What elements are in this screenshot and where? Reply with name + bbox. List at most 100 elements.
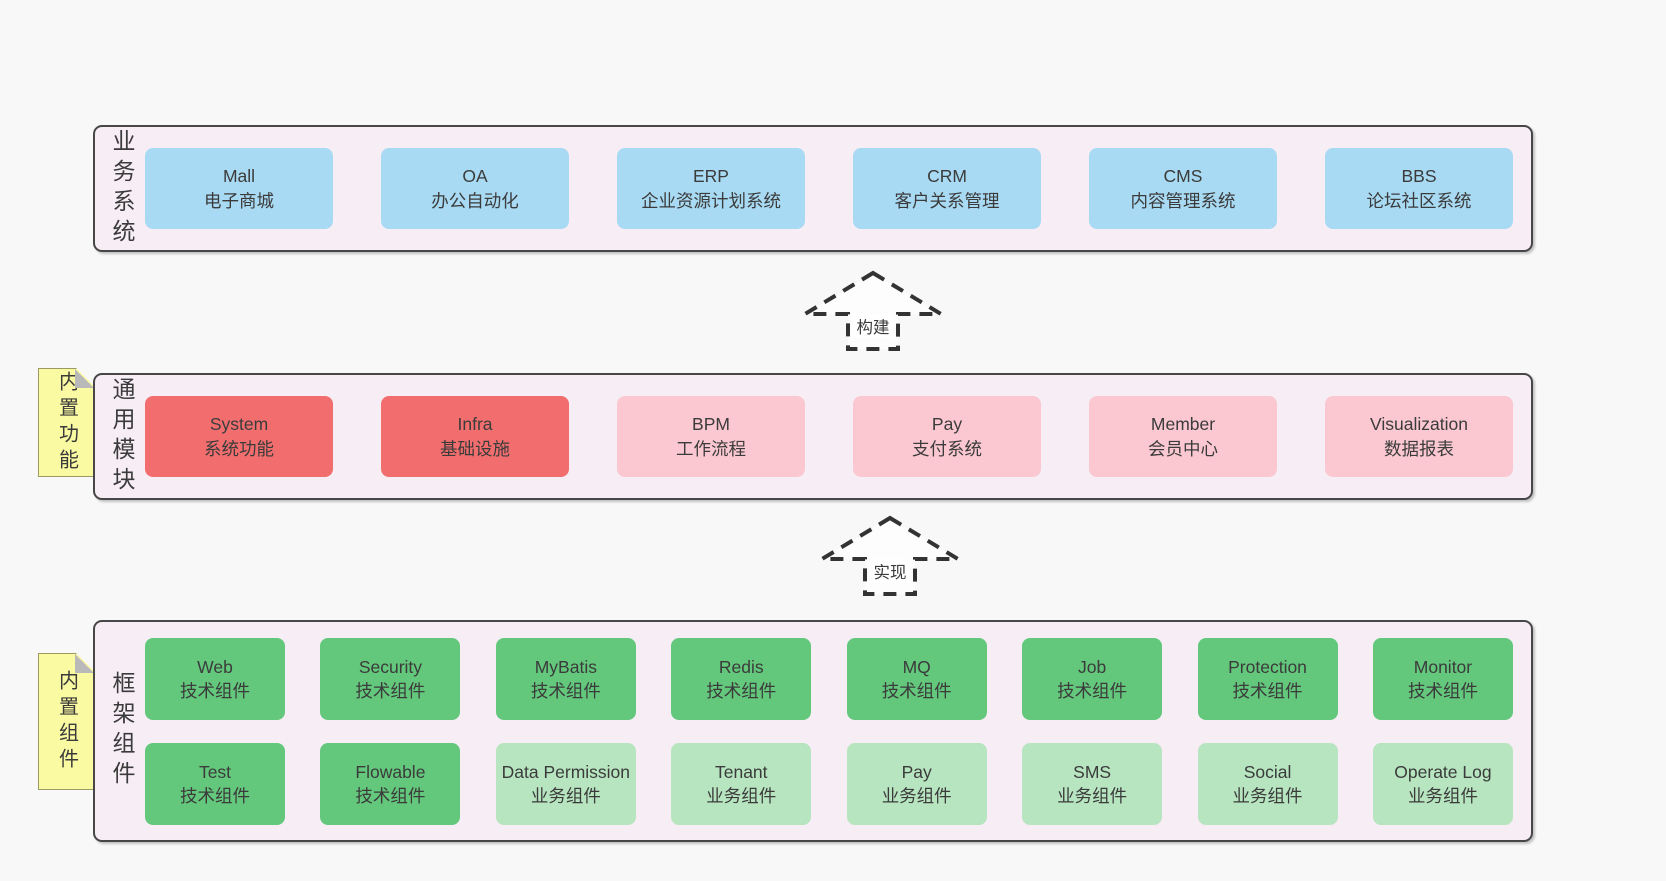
components-box-row-1: Web 技术组件 Security 技术组件 MyBatis 技术组件 Redis 技术组件 M… <box>145 637 1513 720</box>
box-title: Mall <box>222 165 256 186</box>
business-box-erp: ERP 企业资源计划系统 <box>617 148 805 229</box>
modules-box-pay: Pay 支付系统 <box>853 396 1041 477</box>
components-box-monitor: Monitor 技术组件 <box>1372 637 1513 720</box>
box-subtitle: 技术组件 <box>1232 680 1303 701</box>
box-subtitle: 客户关系管理 <box>894 190 1000 211</box>
box-subtitle: 技术组件 <box>355 785 426 806</box>
box-subtitle: 业务组件 <box>530 785 601 806</box>
box-subtitle: 技术组件 <box>1057 680 1128 701</box>
box-title: MQ <box>902 656 931 677</box>
business-box-row: Mall 电子商城 OA 办公自动化 ERP 企业资源计划系统 CRM 客户关系管理 CMS 内容… <box>145 148 1513 229</box>
box-subtitle: 技术组件 <box>355 680 426 701</box>
business-box-mall: Mall 电子商城 <box>145 148 333 229</box>
panel-components-label: 框架组件 <box>109 671 135 791</box>
box-subtitle: 业务组件 <box>881 785 952 806</box>
components-box-social: Social 业务组件 <box>1197 742 1338 825</box>
box-subtitle: 支付系统 <box>912 438 982 459</box>
panel-common-modules: 通用模块 System 系统功能 Infra 基础设施 BPM 工作流程 Pay 支付系统 Me… <box>93 373 1533 500</box>
box-title: CMS <box>1163 165 1203 186</box>
components-box-sms: SMS 业务组件 <box>1022 742 1163 825</box>
components-box-flowable: Flowable 技术组件 <box>320 742 461 825</box>
box-subtitle: 基础设施 <box>440 438 510 459</box>
box-title: Flowable <box>355 761 426 782</box>
components-box-tenant: Tenant 业务组件 <box>671 742 812 825</box>
box-subtitle: 业务组件 <box>706 785 777 806</box>
box-title: Infra <box>457 413 493 434</box>
components-box-mq: MQ 技术组件 <box>846 637 987 720</box>
box-title: BBS <box>1401 165 1437 186</box>
box-subtitle: 系统功能 <box>204 438 274 459</box>
box-title: OA <box>462 165 488 186</box>
box-subtitle: 内容管理系统 <box>1130 190 1236 211</box>
business-box-cms: CMS 内容管理系统 <box>1089 148 1277 229</box>
box-title: ERP <box>693 165 729 186</box>
box-title: BPM <box>692 413 730 434</box>
box-title: Monitor <box>1413 656 1473 677</box>
arrow-build: 构建 <box>802 270 944 352</box>
box-title: System <box>209 413 269 434</box>
modules-box-row: System 系统功能 Infra 基础设施 BPM 工作流程 Pay 支付系统 Member 会… <box>145 396 1513 477</box>
box-title: Visualization <box>1370 413 1468 434</box>
box-title: Data Permission <box>501 761 631 782</box>
box-title: MyBatis <box>534 656 597 677</box>
box-title: Operate Log <box>1394 761 1492 782</box>
box-subtitle: 办公自动化 <box>431 190 519 211</box>
box-title: SMS <box>1073 761 1112 782</box>
box-title: Protection <box>1228 656 1307 677</box>
modules-box-bpm: BPM 工作流程 <box>617 396 805 477</box>
panel-framework-components: 框架组件 Web 技术组件 Security 技术组件 MyBatis 技术组件 Redis… <box>93 620 1533 842</box>
box-subtitle: 论坛社区系统 <box>1366 190 1472 211</box>
business-box-oa: OA 办公自动化 <box>381 148 569 229</box>
components-box-row-2: Test 技术组件 Flowable 技术组件 Data Permission 业务组件 T… <box>145 742 1513 825</box>
up-arrow-dashed-icon <box>802 270 944 351</box>
up-arrow-dashed-icon <box>819 515 961 596</box>
arrow-implement-label: 实现 <box>870 559 910 583</box>
box-subtitle: 工作流程 <box>676 438 746 459</box>
box-subtitle: 业务组件 <box>1232 785 1303 806</box>
sticky-note-built-in-components: 内置组件 <box>38 653 95 790</box>
box-subtitle: 会员中心 <box>1148 438 1218 459</box>
components-box-test: Test 技术组件 <box>145 742 285 825</box>
sticky-note-built-in-features: 内置功能 <box>38 368 95 477</box>
components-box-job: Job 技术组件 <box>1022 637 1163 720</box>
box-subtitle: 数据报表 <box>1384 438 1454 459</box>
box-title: Redis <box>718 656 764 677</box>
panel-business-systems: 业务系统 Mall 电子商城 OA 办公自动化 ERP 企业资源计划系统 CRM 客户关系管理… <box>93 125 1533 252</box>
modules-box-visualization: Visualization 数据报表 <box>1325 396 1513 477</box>
modules-box-system: System 系统功能 <box>145 396 333 477</box>
components-box-pay: Pay 业务组件 <box>846 742 987 825</box>
sticky-note-text: 内置组件 <box>55 669 78 774</box>
box-subtitle: 技术组件 <box>180 785 250 806</box>
box-subtitle: 技术组件 <box>530 680 601 701</box>
arrow-build-label: 构建 <box>853 314 893 338</box>
box-title: Pay <box>901 761 932 782</box>
modules-box-member: Member 会员中心 <box>1089 396 1277 477</box>
box-title: Member <box>1150 413 1216 434</box>
box-title: Web <box>197 656 233 677</box>
box-title: Security <box>358 656 423 677</box>
components-box-data-permission: Data Permission 业务组件 <box>495 742 636 825</box>
components-box-redis: Redis 技术组件 <box>671 637 812 720</box>
box-title: Pay <box>931 413 963 434</box>
box-subtitle: 技术组件 <box>881 680 952 701</box>
components-box-protection: Protection 技术组件 <box>1197 637 1338 720</box>
modules-box-infra: Infra 基础设施 <box>381 396 569 477</box>
box-subtitle: 业务组件 <box>1057 785 1128 806</box>
box-subtitle: 业务组件 <box>1407 785 1478 806</box>
box-title: CRM <box>927 165 967 186</box>
box-subtitle: 技术组件 <box>1407 680 1478 701</box>
components-box-web: Web 技术组件 <box>145 637 285 720</box>
box-subtitle: 电子商城 <box>204 190 274 211</box>
components-box-operate-log: Operate Log 业务组件 <box>1372 742 1513 825</box>
box-subtitle: 技术组件 <box>706 680 777 701</box>
business-box-crm: CRM 客户关系管理 <box>853 148 1041 229</box>
panel-modules-label: 通用模块 <box>109 376 135 497</box>
components-rows: Web 技术组件 Security 技术组件 MyBatis 技术组件 Redis 技术组件 M… <box>145 637 1513 825</box>
components-box-mybatis: MyBatis 技术组件 <box>495 637 636 720</box>
panel-business-label: 业务系统 <box>109 128 135 249</box>
box-title: Tenant <box>714 761 768 782</box>
box-subtitle: 技术组件 <box>180 680 250 701</box>
arrow-implement: 实现 <box>819 515 961 597</box>
box-title: Job <box>1078 656 1107 677</box>
